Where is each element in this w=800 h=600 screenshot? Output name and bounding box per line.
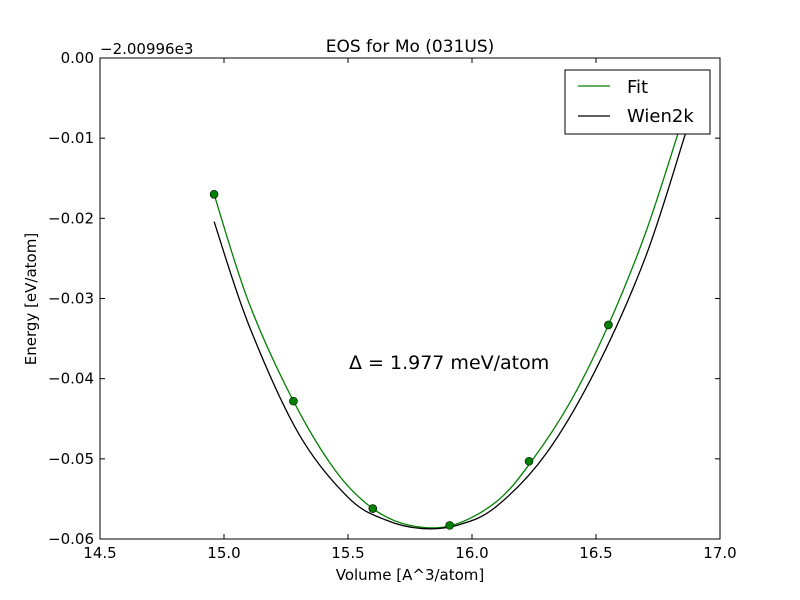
y-axis: 0.00 −0.01 −0.02 −0.03 −0.04 −0.05 −0.06 — [48, 49, 720, 548]
y-offset-label: −2.00996e3 — [100, 40, 193, 58]
x-axis-label: Volume [A^3/atom] — [336, 566, 485, 584]
legend: Fit Wien2k — [564, 69, 711, 135]
delta-annotation: Δ = 1.977 meV/atom — [349, 352, 549, 374]
y-tick-label: −0.06 — [48, 530, 94, 548]
y-tick-label: −0.03 — [48, 290, 94, 308]
legend-label-wien2k: Wien2k — [627, 106, 694, 127]
series-layer — [213, 125, 686, 530]
legend-label-fit: Fit — [627, 77, 648, 98]
y-axis-label: Energy [eV/atom] — [22, 233, 40, 365]
data-point — [289, 396, 298, 406]
data-point — [209, 189, 219, 199]
series-line-wien2k — [213, 133, 686, 530]
x-tick-label: 14.5 — [83, 544, 116, 562]
data-point — [604, 320, 613, 330]
y-tick-label: −0.01 — [48, 129, 94, 147]
x-axis: 14.5 15.0 15.5 16.0 16.5 17.0 — [83, 58, 737, 562]
y-tick-label: −0.04 — [48, 370, 94, 388]
x-tick-label: 15.0 — [207, 544, 240, 562]
y-tick-label: −0.05 — [48, 450, 94, 468]
x-tick-label: 15.5 — [331, 544, 364, 562]
x-tick-label: 16.5 — [579, 544, 612, 562]
data-point — [445, 521, 454, 530]
legend-frame — [564, 69, 711, 135]
data-point — [524, 456, 534, 466]
y-tick-label: −0.02 — [48, 209, 94, 227]
x-tick-label: 17.0 — [703, 544, 736, 562]
data-point — [368, 504, 378, 513]
chart-title: EOS for Mo (031US) — [326, 37, 495, 57]
points-layer — [209, 189, 613, 530]
y-tick-label: 0.00 — [61, 49, 94, 67]
x-tick-label: 16.0 — [455, 544, 488, 562]
